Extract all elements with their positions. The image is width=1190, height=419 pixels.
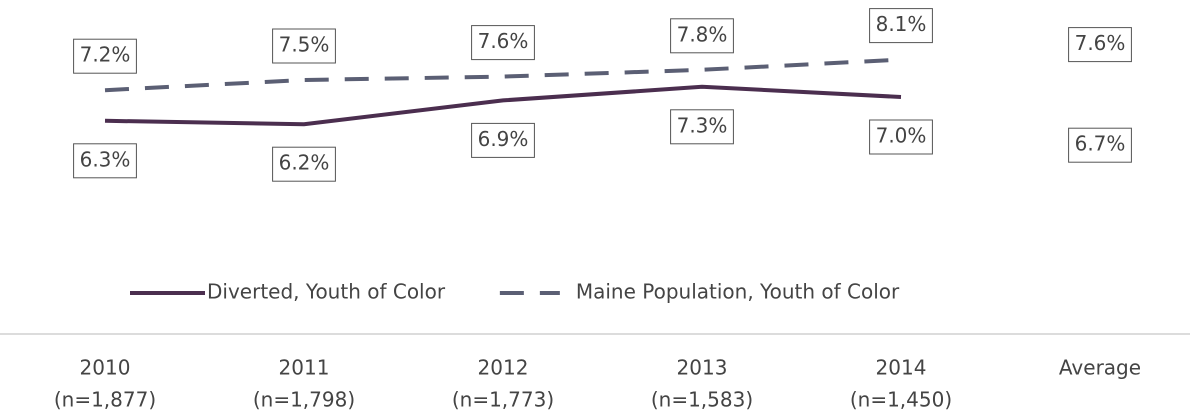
- legend-label: Maine Population, Youth of Color: [576, 280, 900, 304]
- data-label: 7.6%: [478, 29, 529, 53]
- label-box: [272, 28, 336, 64]
- data-label: 7.0%: [876, 124, 927, 148]
- series-line: [104, 84, 902, 127]
- data-label: 7.3%: [677, 113, 728, 137]
- label-box: [869, 8, 933, 44]
- data-label: 6.9%: [478, 127, 529, 151]
- data-label: 6.2%: [279, 151, 330, 175]
- data-label: 7.6%: [1075, 31, 1126, 55]
- x-tick-count: (n=1,583): [651, 388, 753, 412]
- x-tick-label: 2013: [677, 356, 728, 380]
- average-label: Average: [1059, 356, 1141, 380]
- label-box: [1068, 27, 1132, 63]
- label-box: [272, 146, 336, 182]
- x-tick-count: (n=1,773): [452, 388, 554, 412]
- data-label: 6.3%: [80, 147, 131, 171]
- label-box: [73, 38, 137, 74]
- data-label: 8.1%: [876, 12, 927, 36]
- legend-label: Diverted, Youth of Color: [207, 280, 446, 304]
- data-label: 7.5%: [279, 33, 330, 57]
- x-tick-count: (n=1,877): [54, 388, 156, 412]
- series-line: [104, 57, 902, 93]
- label-box: [670, 18, 734, 54]
- x-tick-label: 2012: [478, 356, 529, 380]
- x-tick-label: 2010: [80, 356, 131, 380]
- x-tick-label: 2011: [279, 356, 330, 380]
- label-box: [73, 143, 137, 179]
- label-box: [1068, 127, 1132, 163]
- label-box: [670, 109, 734, 145]
- x-tick-count: (n=1,450): [850, 388, 952, 412]
- label-box: [869, 119, 933, 155]
- data-label: 7.8%: [677, 22, 728, 46]
- data-label: 7.2%: [80, 43, 131, 67]
- label-box: [471, 122, 535, 158]
- x-tick-count: (n=1,798): [253, 388, 355, 412]
- label-box: [471, 25, 535, 61]
- data-label: 6.7%: [1075, 132, 1126, 156]
- x-tick-label: 2014: [876, 356, 927, 380]
